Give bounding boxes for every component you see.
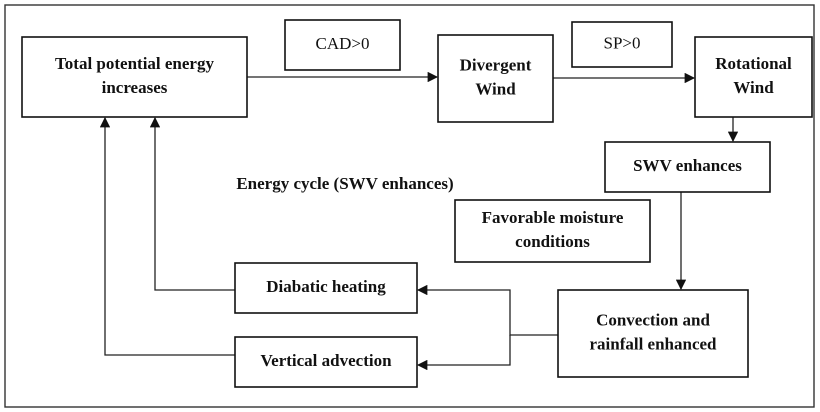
node-label: CAD>0 xyxy=(316,34,370,53)
node-label: Convection and xyxy=(596,310,710,329)
frame xyxy=(4,4,815,408)
node-label: increases xyxy=(102,78,168,97)
node-box xyxy=(604,141,771,193)
node-box xyxy=(557,289,749,378)
node-label: Wind xyxy=(475,79,516,98)
arrow xyxy=(149,116,235,291)
node-label: conditions xyxy=(515,232,590,251)
node-box xyxy=(694,36,813,118)
node-box xyxy=(284,19,401,71)
node-label: Diabatic heating xyxy=(266,277,386,296)
node-label: Vertical advection xyxy=(260,351,392,370)
arrow xyxy=(99,116,235,356)
node-box xyxy=(234,262,418,314)
arrows xyxy=(99,71,739,371)
arrow xyxy=(416,284,558,336)
node-box xyxy=(234,336,418,388)
arrow xyxy=(416,335,511,371)
node-box xyxy=(437,34,554,123)
node-label: SP>0 xyxy=(604,33,641,52)
node-label: rainfall enhanced xyxy=(589,334,717,353)
node-box xyxy=(571,21,673,68)
node-label: Rotational xyxy=(715,54,792,73)
node-label: Wind xyxy=(733,78,774,97)
node-label: Favorable moisture xyxy=(482,208,624,227)
node-label: Divergent xyxy=(460,55,532,74)
cycle-label: Energy cycle (SWV enhances) xyxy=(236,174,453,193)
node-label: Total potential energy xyxy=(55,54,214,73)
node-box xyxy=(454,199,651,263)
node-box xyxy=(21,36,248,118)
node-label: SWV enhances xyxy=(633,156,742,175)
